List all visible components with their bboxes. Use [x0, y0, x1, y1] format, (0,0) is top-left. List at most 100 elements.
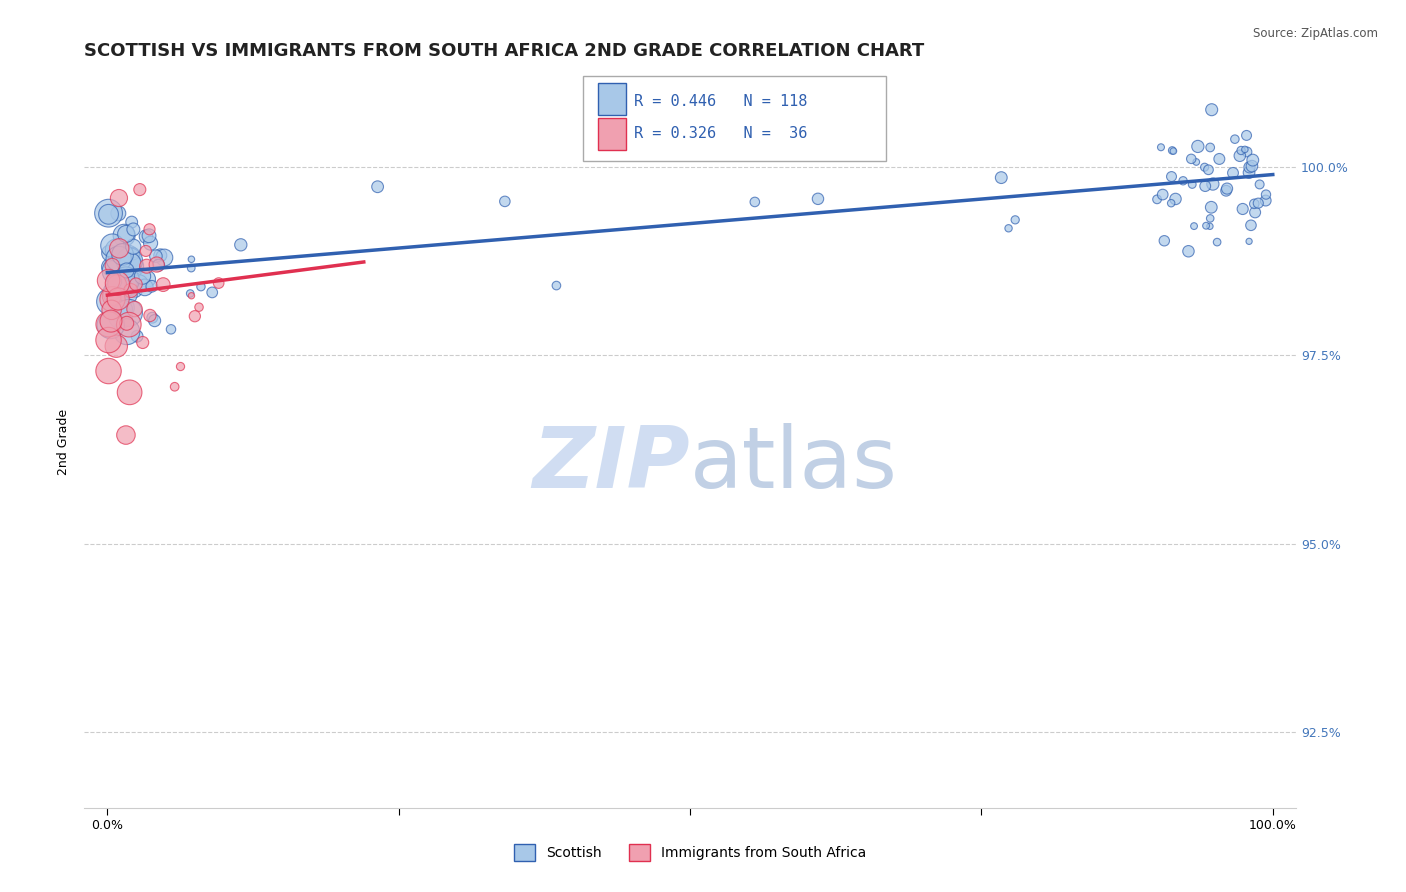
Point: [807, 192, 830, 206]
Point: [141, 310, 163, 325]
Point: [184, 310, 207, 324]
Point: [101, 293, 124, 307]
Point: [117, 288, 139, 302]
Point: [107, 292, 129, 306]
Point: [1254, 187, 1277, 202]
Point: [139, 236, 162, 251]
Point: [110, 310, 132, 324]
Point: [1194, 179, 1216, 194]
Point: [1199, 140, 1222, 154]
Point: [149, 248, 172, 262]
Point: [125, 277, 148, 292]
Point: [145, 249, 167, 263]
Point: [100, 314, 122, 328]
Point: [111, 247, 134, 261]
Point: [145, 258, 167, 272]
Point: [180, 252, 202, 267]
Point: [1244, 205, 1267, 219]
Point: [127, 329, 149, 343]
Point: [1229, 149, 1251, 163]
Point: [104, 285, 127, 300]
Point: [1187, 139, 1209, 153]
Point: [367, 179, 389, 194]
Point: [148, 258, 170, 272]
Point: [136, 272, 159, 286]
Point: [1153, 234, 1175, 248]
Point: [1201, 200, 1223, 214]
Point: [121, 279, 143, 293]
Point: [118, 385, 141, 400]
Point: [122, 222, 145, 236]
Point: [1237, 235, 1260, 249]
Point: [1185, 155, 1208, 169]
Point: [744, 194, 766, 209]
Point: [135, 244, 157, 258]
Point: [1164, 192, 1187, 206]
Point: [120, 284, 142, 298]
Point: [1249, 178, 1271, 192]
Text: R = 0.446   N = 118: R = 0.446 N = 118: [634, 94, 807, 109]
Point: [107, 252, 129, 266]
Text: R = 0.326   N =  36: R = 0.326 N = 36: [634, 127, 807, 141]
Point: [105, 277, 128, 292]
Point: [1194, 160, 1216, 174]
Point: [1222, 166, 1244, 180]
Point: [1195, 219, 1218, 233]
Point: [101, 238, 124, 252]
Point: [118, 306, 141, 320]
Point: [1241, 153, 1264, 168]
Point: [1182, 219, 1205, 233]
Point: [1146, 192, 1168, 206]
Text: ZIP: ZIP: [533, 423, 690, 506]
Text: SCOTTISH VS IMMIGRANTS FROM SOUTH AFRICA 2ND GRADE CORRELATION CHART: SCOTTISH VS IMMIGRANTS FROM SOUTH AFRICA…: [84, 42, 924, 60]
Point: [990, 170, 1012, 185]
Point: [138, 228, 160, 243]
Point: [117, 278, 139, 293]
Point: [122, 247, 145, 261]
Point: [100, 302, 122, 317]
Point: [169, 359, 191, 374]
Point: [1180, 152, 1202, 166]
Point: [1243, 197, 1265, 211]
Point: [115, 325, 138, 339]
Point: [1254, 194, 1277, 208]
Point: [229, 237, 252, 252]
Point: [143, 313, 166, 327]
Point: [138, 222, 160, 236]
Point: [115, 227, 138, 241]
Point: [1177, 244, 1199, 259]
Point: [134, 280, 156, 294]
Point: [135, 229, 157, 244]
Point: [163, 380, 186, 394]
Point: [103, 275, 125, 289]
Point: [1240, 159, 1263, 173]
Point: [105, 277, 128, 291]
Point: [105, 339, 128, 353]
Point: [1160, 196, 1182, 211]
Point: [100, 318, 122, 332]
Point: [97, 333, 120, 347]
Point: [1163, 144, 1185, 158]
Point: [201, 285, 224, 300]
Point: [118, 254, 141, 268]
Point: [179, 286, 201, 301]
Point: [180, 289, 202, 303]
Point: [1232, 202, 1254, 216]
Point: [1208, 152, 1230, 166]
Point: [1239, 160, 1261, 174]
Point: [1171, 174, 1194, 188]
Point: [97, 318, 120, 332]
Point: [1223, 132, 1246, 146]
Y-axis label: 2nd Grade: 2nd Grade: [58, 409, 70, 475]
Point: [105, 243, 128, 257]
Point: [115, 273, 138, 287]
Point: [1240, 219, 1263, 233]
Point: [118, 318, 141, 332]
Point: [107, 206, 129, 220]
Point: [112, 301, 135, 315]
Point: [139, 309, 162, 323]
Point: [1215, 184, 1237, 198]
Point: [128, 276, 150, 290]
Point: [124, 283, 146, 297]
Point: [97, 274, 120, 288]
